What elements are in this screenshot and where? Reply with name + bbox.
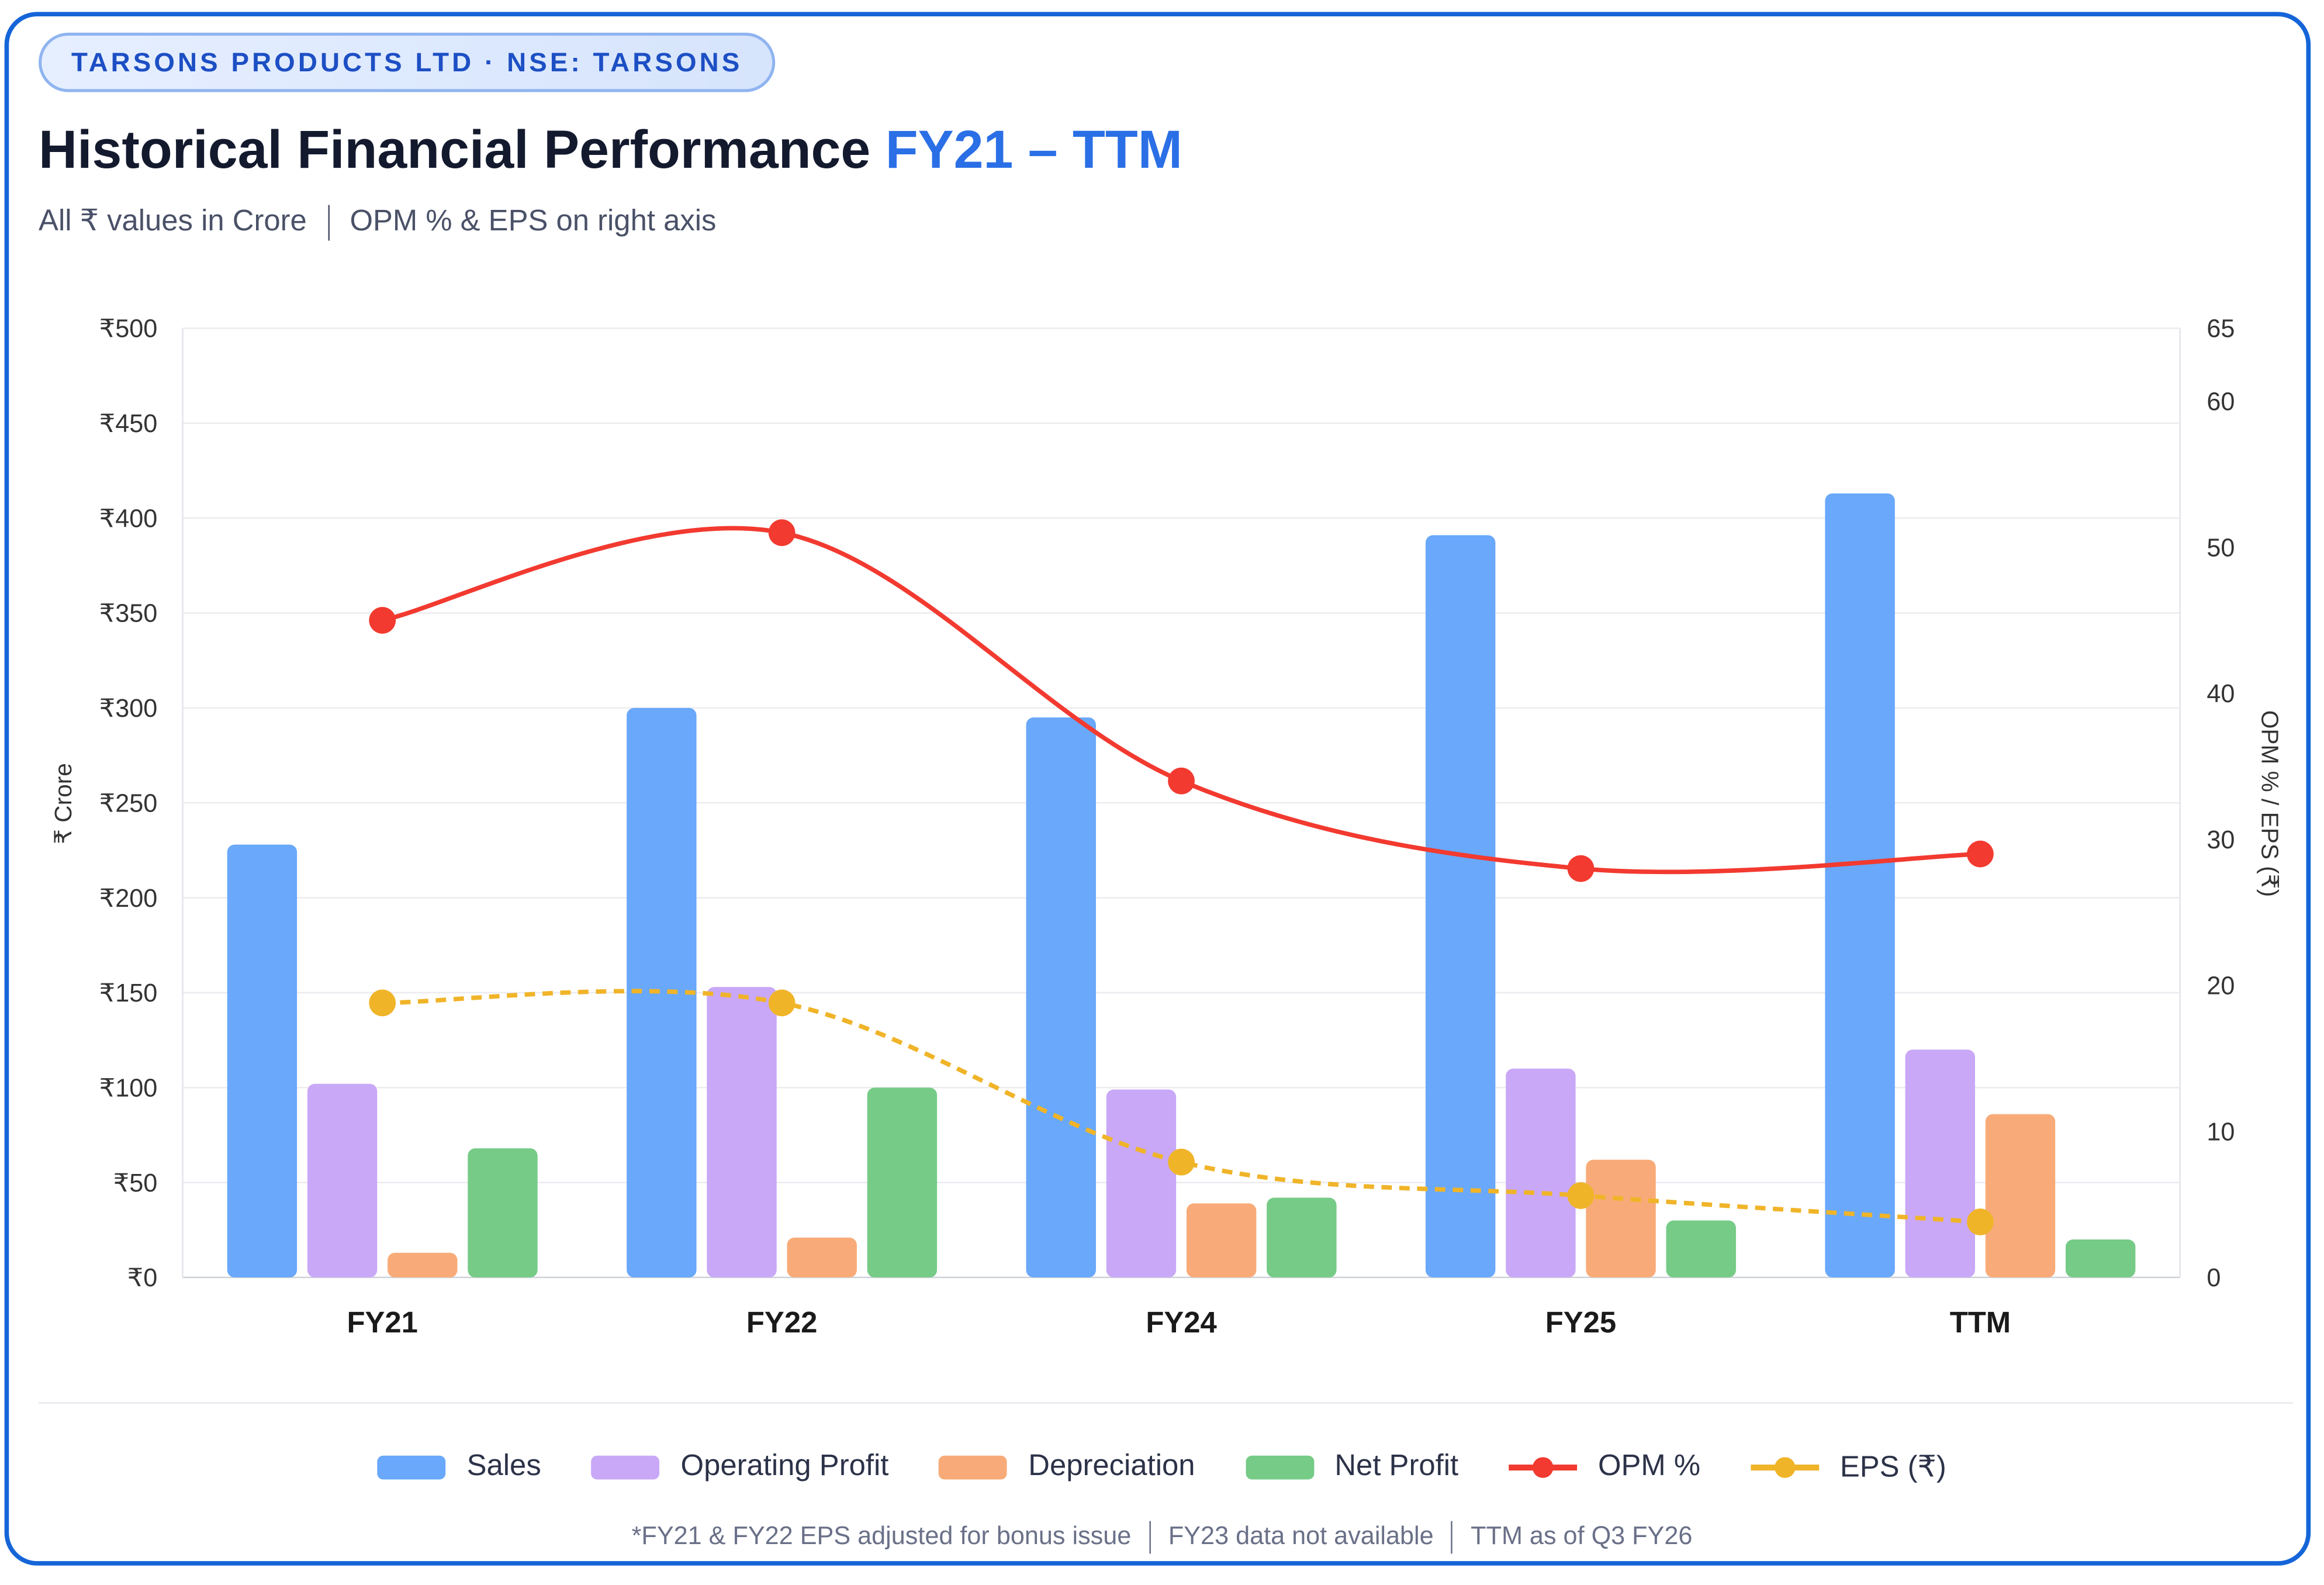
bar-sales-fy21 (227, 844, 298, 1277)
company-badge: TARSONS PRODUCTS LTD · NSE: TARSONS (39, 32, 776, 92)
opm-line (382, 526, 1981, 875)
bar-sales-ttm (1825, 493, 1895, 1277)
legend: Sales Operating Profit Depreciation Net Pro… (0, 1448, 2324, 1486)
x-tick-label: FY25 (1545, 1306, 1616, 1339)
x-tick-label: TTM (1950, 1306, 2011, 1339)
y-tick-label: ₹100 (99, 1074, 158, 1102)
legend-swatch (1509, 1455, 1578, 1479)
legend-item-net-profit[interactable]: Net Profit (1245, 1448, 1459, 1486)
opm-point-fy24 (1168, 767, 1195, 795)
bar-net-profit-fy21 (468, 1148, 538, 1277)
legend-label: EPS (₹) (1839, 1451, 1946, 1484)
y2-tick-label: 30 (2207, 826, 2235, 854)
legend-label: Sales (466, 1449, 541, 1483)
title-main: Historical Financial Performance (39, 119, 871, 180)
legend-item-operating-profit[interactable]: Operating Profit (592, 1448, 888, 1486)
y-tick-label: ₹250 (99, 789, 158, 817)
bar-operating-profit-fy25 (1506, 1068, 1576, 1277)
y-tick-label: ₹450 (99, 410, 158, 438)
eps-line (382, 989, 1981, 1224)
x-tick-label: FY24 (1146, 1306, 1216, 1339)
opm-point-ttm (1967, 840, 1994, 868)
bar-operating-profit-fy22 (707, 987, 777, 1277)
opm-point-fy21 (369, 607, 396, 634)
bar-depreciation-fy24 (1186, 1203, 1257, 1277)
y-tick-label: ₹500 (99, 315, 158, 343)
footnote-eps: *FY21 & FY22 EPS adjusted for bonus issu… (631, 1521, 1132, 1551)
y-axis-label: ₹ Crore (50, 763, 77, 844)
page-title: Historical Financial Performance FY21 – … (39, 119, 1182, 181)
legend-swatch (939, 1455, 1008, 1479)
chart-card (4, 12, 2311, 1566)
y2-tick-label: 60 (2207, 388, 2235, 416)
legend-label: OPM % (1597, 1449, 1701, 1483)
y2-tick-label: 0 (2207, 1264, 2221, 1292)
y2-tick-label: 40 (2207, 680, 2235, 708)
y2-tick-label: 20 (2207, 972, 2235, 1000)
bar-net-profit-fy22 (867, 1087, 938, 1277)
legend-swatch (378, 1455, 447, 1479)
legend-item-opm[interactable]: OPM % (1509, 1448, 1700, 1486)
bar-operating-profit-fy21 (307, 1083, 378, 1277)
y-tick-label: ₹0 (127, 1264, 158, 1292)
bar-operating-profit-ttm (1905, 1049, 1975, 1277)
bar-net-profit-fy24 (1267, 1197, 1337, 1277)
legend-item-depreciation[interactable]: Depreciation (939, 1448, 1195, 1486)
y2-tick-label: 65 (2207, 315, 2235, 343)
y-tick-label: ₹300 (99, 695, 158, 723)
opm-point-fy25 (1567, 855, 1595, 882)
legend-label: Operating Profit (680, 1449, 889, 1483)
footnote-fy23: FY23 data not available (1168, 1521, 1434, 1551)
bar-sales-fy22 (627, 707, 697, 1277)
y-tick-label: ₹400 (99, 505, 158, 533)
bar-depreciation-fy22 (787, 1237, 857, 1277)
legend-item-eps[interactable]: EPS (₹) (1751, 1448, 1946, 1486)
x-tick-label: FY22 (746, 1306, 817, 1339)
x-tick-label: FY21 (347, 1306, 417, 1339)
bar-sales-fy24 (1026, 717, 1096, 1277)
legend-swatch (592, 1455, 660, 1479)
legend-label: Net Profit (1334, 1449, 1459, 1483)
footnote-ttm: TTM as of Q3 FY26 (1471, 1521, 1693, 1551)
bar-sales-fy25 (1425, 535, 1496, 1277)
divider (39, 1402, 2293, 1404)
y2-tick-label: 50 (2207, 534, 2235, 562)
subtitle: All ₹ values in Crore OPM % & EPS on righ… (39, 202, 716, 240)
opm-point-fy22 (768, 519, 796, 547)
title-highlight: FY21 – TTM (885, 119, 1182, 180)
legend-item-sales[interactable]: Sales (378, 1448, 541, 1486)
bar-depreciation-fy25 (1586, 1159, 1656, 1277)
y2-axis-label: OPM % / EPS (₹) (2256, 710, 2283, 897)
footnote: *FY21 & FY22 EPS adjusted for bonus issu… (0, 1521, 2324, 1554)
eps-point-fy21 (369, 989, 396, 1017)
bar-net-profit-fy25 (1666, 1220, 1736, 1277)
y-tick-label: ₹50 (113, 1169, 158, 1197)
bar-depreciation-fy21 (388, 1252, 458, 1277)
bar-operating-profit-fy24 (1106, 1089, 1177, 1277)
eps-point-fy24 (1168, 1148, 1195, 1176)
eps-point-fy25 (1567, 1182, 1595, 1209)
legend-label: Depreciation (1028, 1449, 1195, 1483)
y-tick-label: ₹350 (99, 600, 158, 628)
subtitle-units: All ₹ values in Crore (39, 205, 307, 238)
legend-swatch (1245, 1455, 1314, 1479)
y2-tick-label: 10 (2207, 1118, 2235, 1146)
eps-point-ttm (1967, 1208, 1994, 1235)
bar-depreciation-ttm (1985, 1114, 2056, 1277)
y-tick-label: ₹150 (99, 979, 158, 1007)
y-tick-label: ₹200 (99, 885, 158, 913)
legend-swatch (1751, 1455, 1820, 1479)
eps-point-fy22 (768, 989, 796, 1017)
bar-net-profit-ttm (2065, 1239, 2136, 1277)
subtitle-axis-note: OPM % & EPS on right axis (350, 205, 717, 238)
